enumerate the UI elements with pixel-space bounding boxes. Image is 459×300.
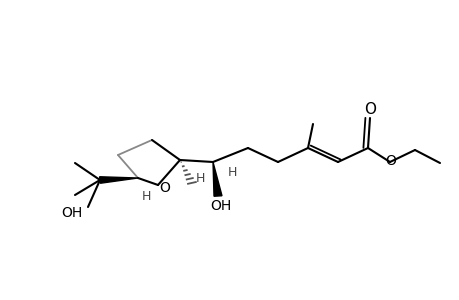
Polygon shape bbox=[213, 162, 222, 196]
Text: O: O bbox=[363, 103, 375, 118]
Text: H: H bbox=[195, 172, 204, 184]
Text: OH: OH bbox=[61, 206, 83, 220]
Text: H: H bbox=[227, 166, 236, 178]
Text: H: H bbox=[141, 190, 151, 202]
Polygon shape bbox=[100, 177, 138, 183]
Text: O: O bbox=[159, 181, 170, 195]
Text: O: O bbox=[385, 154, 396, 168]
Text: OH: OH bbox=[210, 199, 231, 213]
